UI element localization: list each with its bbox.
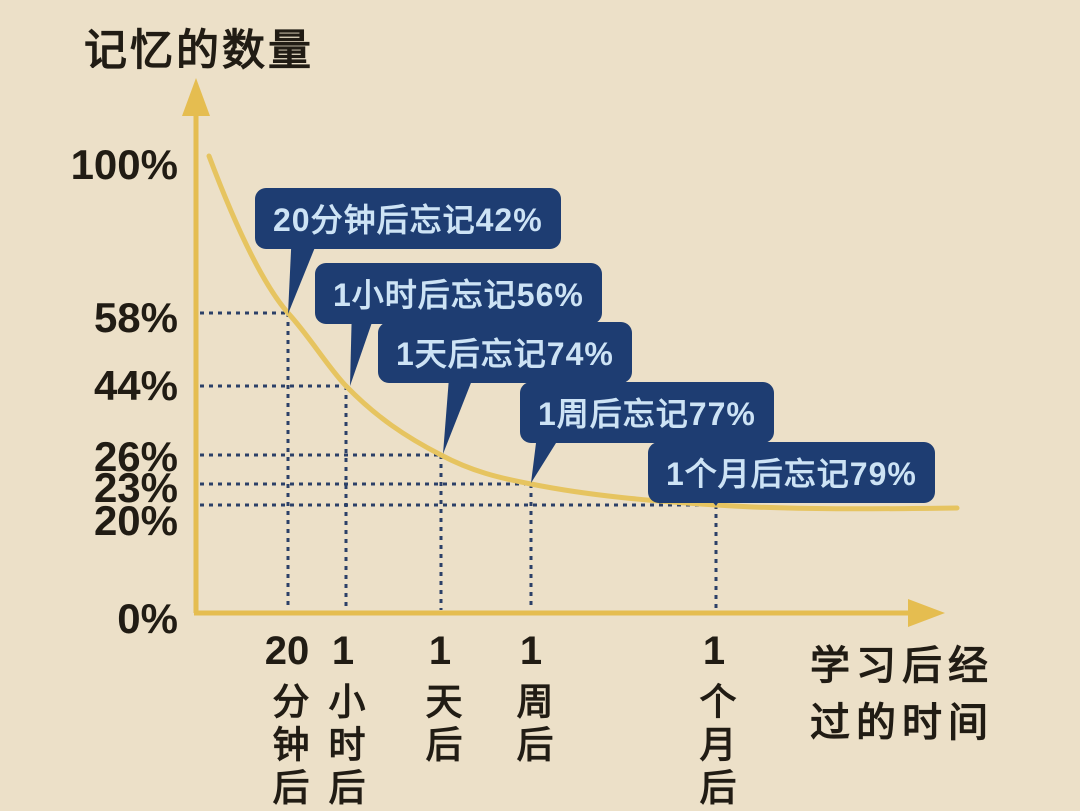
y-tick-20: 20% bbox=[93, 497, 178, 544]
y-tick-26: 26% bbox=[93, 433, 178, 480]
x-tick-unit: 周后 bbox=[511, 682, 552, 768]
x-axis-title-line2: 过的时间 bbox=[810, 701, 994, 745]
x-tick-number: 1 bbox=[519, 629, 543, 673]
x-tick-1hour: 1 小时后 bbox=[316, 630, 370, 811]
x-tick-number: 1 bbox=[702, 629, 726, 673]
x-tick-number: 20 bbox=[264, 629, 310, 673]
callout-20min: 20分钟后忘记42% bbox=[255, 188, 561, 249]
x-tick-1week: 1 周后 bbox=[504, 630, 558, 773]
y-axis-arrowhead-icon bbox=[182, 78, 210, 116]
callout-1week: 1周后忘记77% bbox=[520, 382, 774, 443]
x-axis-arrowhead-icon bbox=[908, 599, 945, 627]
x-tick-1day: 1 天后 bbox=[413, 630, 467, 773]
y-tick-100: 100% bbox=[70, 141, 178, 188]
x-tick-1month: 1 个月后 bbox=[687, 630, 741, 811]
chart-title: 记忆的数量 bbox=[84, 27, 314, 75]
callout-tail-1hour bbox=[350, 305, 378, 386]
dotted-guides-horizontal bbox=[200, 311, 716, 507]
x-tick-unit: 分钟后 bbox=[267, 682, 308, 811]
callout-1hour: 1小时后忘记56% bbox=[315, 263, 602, 324]
x-axis-title-line1: 学习后经 bbox=[810, 644, 994, 688]
callout-1month: 1个月后忘记79% bbox=[648, 442, 935, 503]
y-tick-0: 0% bbox=[117, 595, 178, 642]
callout-tail-20min bbox=[288, 230, 322, 314]
dotted-guides-vertical bbox=[286, 313, 718, 610]
x-tick-unit: 个月后 bbox=[694, 682, 735, 811]
x-tick-unit: 小时后 bbox=[323, 682, 364, 811]
callout-1day: 1天后忘记74% bbox=[378, 322, 632, 383]
y-tick-58: 58% bbox=[93, 294, 178, 341]
forgetting-curve-line bbox=[206, 153, 960, 512]
x-axis-title: 学习后经 过的时间 bbox=[810, 638, 994, 752]
y-tick-23: 23% bbox=[93, 464, 178, 511]
x-tick-20min: 20 分钟后 bbox=[260, 630, 314, 811]
x-tick-number: 1 bbox=[331, 629, 355, 673]
x-tick-unit: 天后 bbox=[420, 682, 461, 768]
x-tick-number: 1 bbox=[428, 629, 452, 673]
callout-tail-1day bbox=[443, 365, 478, 454]
y-tick-44: 44% bbox=[93, 362, 178, 409]
